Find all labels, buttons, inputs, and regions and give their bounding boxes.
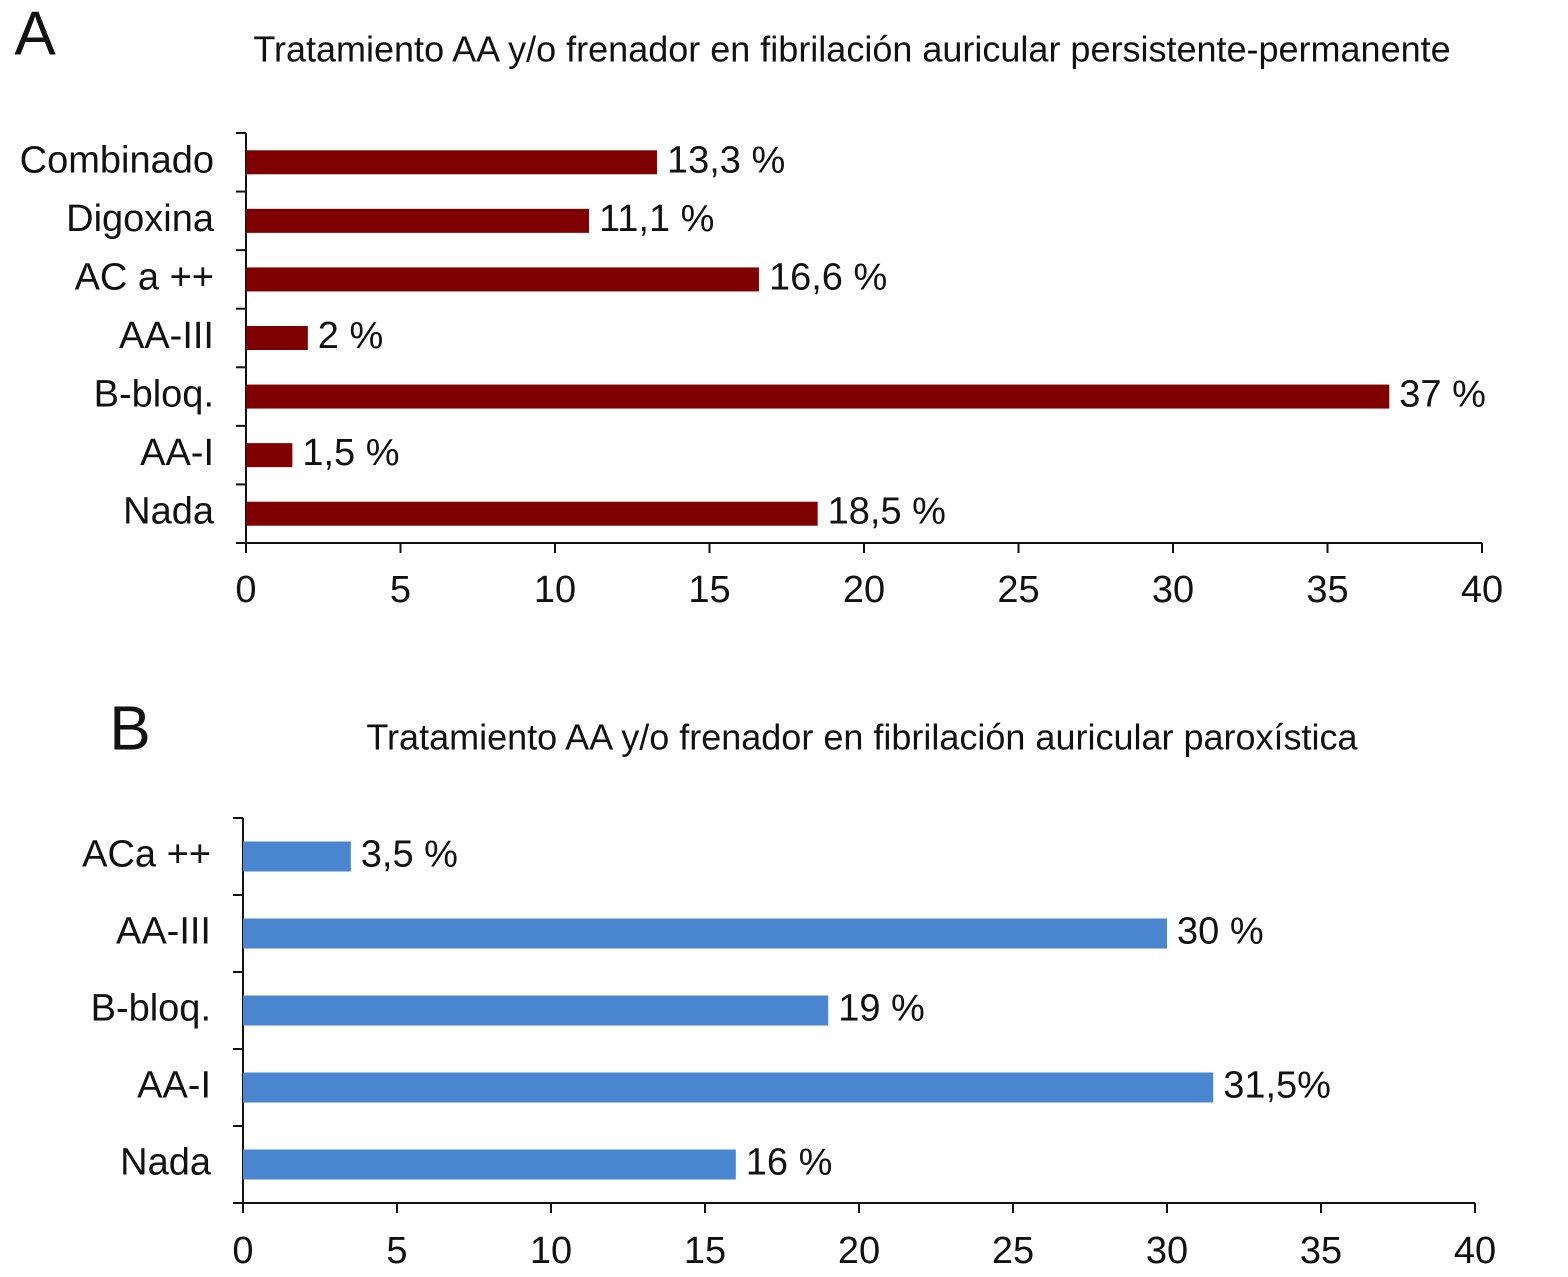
panel-label: A [14, 0, 56, 68]
x-tick-label: 30 [1146, 1230, 1188, 1272]
bar [243, 1149, 736, 1180]
x-tick-label: 20 [838, 1230, 880, 1272]
y-tick-label: B-bloq. [94, 374, 214, 416]
x-tick-label: 40 [1454, 1230, 1496, 1272]
x-tick-label: 40 [1461, 569, 1503, 611]
panel-label: B [109, 694, 150, 763]
y-tick-label: Combinado [20, 139, 214, 181]
x-tick-label: 0 [235, 569, 256, 611]
bar [246, 326, 308, 350]
x-tick-label: 35 [1300, 1230, 1342, 1272]
y-tick-label: AC a ++ [75, 256, 214, 298]
bar [243, 841, 351, 872]
bar [246, 384, 1390, 409]
value-label: 19 % [838, 988, 925, 1030]
value-label: 3,5 % [361, 834, 458, 876]
chart-title: Tratamiento AA y/o frenador en fibrilaci… [366, 717, 1358, 758]
y-tick-label: AA-I [137, 1065, 211, 1107]
x-tick-label: 10 [530, 1230, 572, 1272]
value-label: 11,1 % [599, 198, 714, 240]
x-tick-label: 25 [992, 1230, 1034, 1272]
x-tick-label: 25 [997, 569, 1039, 611]
value-label: 18,5 % [828, 491, 946, 533]
x-tick-label: 10 [534, 569, 576, 611]
x-tick-label: 30 [1152, 569, 1194, 611]
y-tick-label: ACa ++ [82, 834, 211, 876]
x-tick-label: 15 [688, 569, 730, 611]
value-label: 37 % [1399, 374, 1486, 416]
bar [243, 1072, 1214, 1103]
y-tick-label: AA-III [119, 315, 214, 357]
y-tick-label: Nada [123, 491, 215, 533]
value-label: 2 % [318, 315, 383, 357]
y-tick-label: AA-I [140, 432, 214, 474]
value-label: 1,5 % [302, 432, 399, 474]
value-label: 16 % [746, 1142, 833, 1184]
x-tick-label: 5 [386, 1230, 407, 1272]
y-tick-label: Nada [120, 1142, 212, 1184]
y-tick-label: AA-III [116, 911, 211, 953]
bar [246, 501, 818, 526]
x-tick-label: 35 [1306, 569, 1348, 611]
y-tick-label: Digoxina [66, 198, 215, 240]
x-tick-label: 20 [843, 569, 885, 611]
value-label: 31,5% [1223, 1065, 1331, 1107]
bar [246, 150, 657, 175]
bar [243, 918, 1167, 949]
value-label: 30 % [1177, 911, 1264, 953]
value-label: 13,3 % [667, 139, 785, 181]
x-tick-label: 15 [684, 1230, 726, 1272]
y-tick-label: B-bloq. [91, 988, 211, 1030]
bar [246, 208, 589, 233]
chart-title: Tratamiento AA y/o frenador en fibrilaci… [253, 29, 1450, 70]
bar [243, 995, 829, 1026]
value-label: 16,6 % [769, 256, 887, 298]
x-tick-label: 0 [232, 1230, 253, 1272]
bar [246, 443, 293, 468]
x-tick-label: 5 [390, 569, 411, 611]
bar [246, 267, 759, 292]
